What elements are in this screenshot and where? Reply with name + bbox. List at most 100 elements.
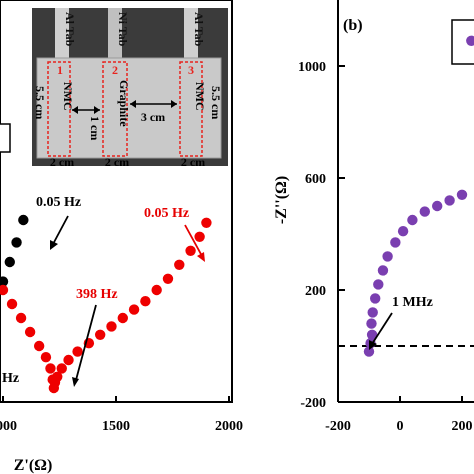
panel-b-x-tick-label: 0: [397, 419, 404, 434]
arrow-398hz: [75, 304, 97, 381]
red-data-point: [201, 217, 212, 228]
purple-data-point: [373, 279, 384, 290]
dim-width-1: 2 cm: [50, 155, 74, 169]
arrow-black-005hz: [51, 215, 69, 247]
panel-b-y-tick-label: 600: [305, 172, 326, 187]
panel-a-series: [0, 214, 212, 394]
panel-a: Al Tab Ni Tab Al Tab 1 2 3 NMC Graphite …: [0, 0, 243, 474]
red-data-point: [151, 284, 162, 296]
tab-1: [55, 8, 69, 60]
electrode-box-2: [102, 61, 128, 157]
pouch-cell: [37, 58, 221, 158]
panel-a-x-tick-label: 1000: [0, 419, 17, 434]
pouch-edge: [36, 57, 222, 159]
dim-width-2: 2 cm: [105, 155, 129, 169]
black-data-point: [0, 276, 9, 287]
panel-b-x-tick-label: 200: [452, 419, 473, 434]
tab-3: [184, 8, 198, 60]
red-data-point: [140, 296, 151, 307]
red-data-point: [117, 312, 128, 324]
black-data-point: [18, 214, 29, 226]
red-data-point: [185, 245, 196, 256]
panel-b-label: (b): [343, 17, 363, 34]
annotation-left-hz: Hz: [2, 371, 19, 386]
annotation-398hz: 398 Hz: [76, 287, 118, 302]
electrode-box-1: [47, 61, 71, 157]
red-data-point: [128, 304, 140, 315]
red-data-point: [6, 298, 18, 310]
panel-a-x-tick-label: 1500: [102, 419, 130, 434]
electrode-box-3: [179, 61, 203, 157]
purple-data-point: [466, 35, 474, 46]
red-data-point: [174, 259, 185, 270]
red-data-point: [72, 346, 83, 357]
dim-height-left: 5.5 cm: [33, 86, 47, 119]
panel-b-y-tick-label: 1000: [298, 60, 326, 75]
arrow-red-005hz: [184, 224, 203, 257]
panel-a-x-axis-title: Z'(Ω): [14, 457, 53, 474]
electrode-number-2: 2: [112, 63, 118, 77]
purple-data-point: [390, 237, 401, 248]
purple-data-point: [456, 189, 468, 200]
red-data-point: [162, 273, 174, 284]
red-data-point: [24, 326, 36, 338]
electrode-label-2: Graphite: [117, 80, 131, 127]
purple-data-point: [367, 307, 378, 318]
purple-data-point: [370, 293, 381, 304]
panel-b-x-tick-label: -200: [325, 419, 351, 434]
purple-data-point: [407, 214, 418, 226]
legend-box-b: [451, 19, 474, 65]
red-data-point: [94, 329, 106, 340]
electrode-label-1: NMC: [61, 82, 75, 111]
red-data-point: [194, 231, 205, 242]
purple-data-point: [382, 251, 393, 262]
panel-a-x-tick-label: 2000: [215, 419, 243, 434]
dim-gap-1: 1 cm: [88, 116, 102, 140]
annotation-black-005hz: 0.05 Hz: [36, 195, 81, 210]
tab-label-3: Al Tab: [192, 12, 206, 47]
red-data-point: [15, 312, 27, 324]
panel-b: (b) -Z''(Ω) -200 200 600 1000 -200 0 200 1 MH…: [273, 0, 474, 434]
red-data-point: [63, 354, 74, 366]
purple-data-point: [377, 265, 389, 276]
purple-data-point: [397, 226, 409, 237]
panel-b-x-ticks: -200 0 200: [325, 396, 473, 434]
electrode-number-3: 3: [188, 63, 194, 77]
panel-a-x-ticks: 1000 1500 2000: [0, 396, 243, 434]
red-data-point: [33, 340, 45, 352]
purple-data-point: [366, 329, 378, 340]
black-data-point: [11, 237, 22, 248]
dim-width-3: 2 cm: [181, 155, 205, 169]
inset-photo: Al Tab Ni Tab Al Tab 1 2 3 NMC Graphite …: [32, 8, 228, 169]
arrowhead-black-005hz: [50, 240, 58, 250]
tab-label-1: Al Tab: [63, 12, 77, 47]
dim-height-right: 5.5 cm: [209, 86, 223, 119]
panel-b-y-axis-title: -Z''(Ω): [273, 176, 290, 224]
arrow-1mhz: [371, 312, 393, 345]
purple-data-point: [366, 318, 377, 329]
tab-2: [108, 8, 122, 60]
red-data-point: [0, 284, 9, 296]
panel-b-series: [363, 35, 474, 357]
tab-label-2: Ni Tab: [116, 12, 130, 47]
annotation-1mhz: 1 MHz: [392, 295, 433, 310]
black-data-point: [4, 256, 15, 268]
panel-b-y-ticks: -200 200 600 1000: [298, 60, 345, 411]
red-data-point: [40, 352, 52, 363]
dim-gap-2: 3 cm: [141, 110, 165, 124]
arrowhead-red-005hz: [197, 252, 205, 262]
panel-b-y-tick-label: -200: [300, 396, 326, 411]
purple-data-point: [432, 200, 443, 212]
dim-arrowheads-1: [72, 106, 100, 114]
annotation-red-005hz: 0.05 Hz: [144, 206, 189, 221]
purple-data-point: [419, 206, 430, 217]
red-data-point: [52, 371, 63, 382]
red-data-point: [56, 363, 67, 374]
red-data-point: [106, 321, 117, 332]
purple-data-point: [444, 195, 455, 206]
arrowhead-398hz: [72, 377, 79, 387]
legend-box-partial: [0, 123, 11, 153]
purple-data-point: [363, 346, 375, 357]
arrowhead-1mhz: [369, 340, 377, 350]
